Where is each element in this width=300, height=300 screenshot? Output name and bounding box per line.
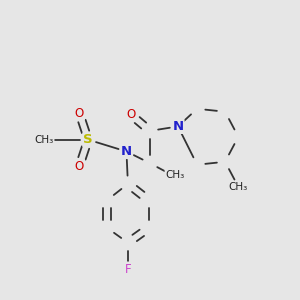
Text: CH₃: CH₃ (165, 170, 185, 180)
Text: F: F (124, 263, 131, 276)
Text: O: O (75, 107, 84, 120)
Text: N: N (121, 145, 132, 158)
Text: S: S (83, 133, 93, 146)
Text: N: N (172, 120, 184, 133)
Text: O: O (75, 160, 84, 173)
Text: O: O (126, 108, 136, 121)
Text: CH₃: CH₃ (229, 182, 248, 192)
Text: CH₃: CH₃ (34, 135, 54, 145)
